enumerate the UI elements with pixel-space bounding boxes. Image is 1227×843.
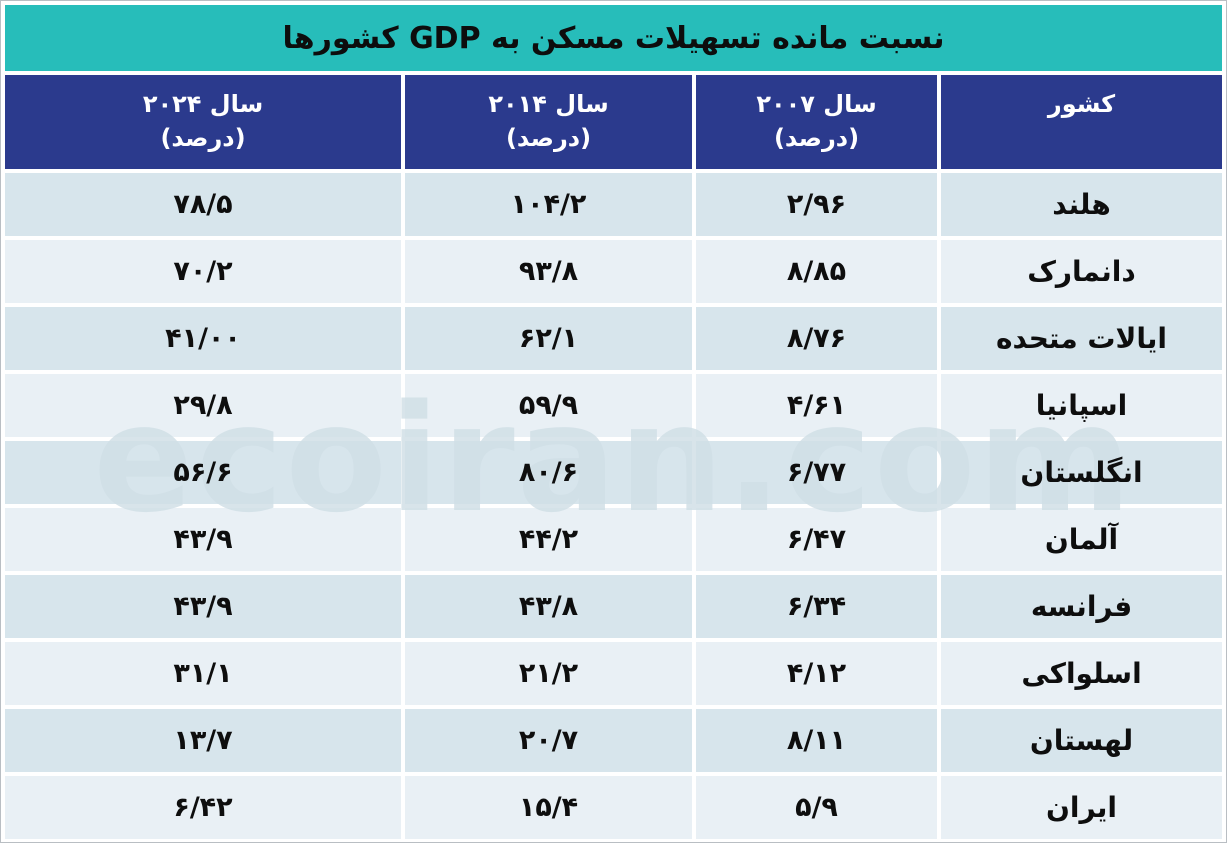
column-header-2007-label: سال ۲۰۰۷ bbox=[756, 90, 877, 118]
value-2014: ۱۵/۴ bbox=[518, 792, 579, 823]
table-cell-2014: ۲۱/۲ bbox=[405, 642, 692, 705]
value-2014: ۴۳/۸ bbox=[518, 591, 579, 622]
value-2024: ۳۱/۱ bbox=[173, 658, 233, 689]
table-cell-2014: ۹۳/۸ bbox=[405, 240, 692, 303]
value-2007: ۴/۶۱ bbox=[786, 390, 847, 421]
value-2014: ۶۲/۱ bbox=[518, 323, 579, 354]
country-name: اسپانیا bbox=[1035, 389, 1128, 422]
table-cell-2007: ۵/۹ bbox=[696, 776, 937, 839]
table-cell-country: انگلستان bbox=[941, 441, 1222, 504]
table-cell-country: اسلواکی bbox=[941, 642, 1222, 705]
value-2014: ۵۹/۹ bbox=[518, 390, 579, 421]
value-2007: ۲/۹۶ bbox=[786, 189, 847, 220]
table-cell-2024: ۴۳/۹ bbox=[5, 508, 401, 571]
value-2014: ۴۴/۲ bbox=[518, 524, 579, 555]
table-cell-2014: ۲۰/۷ bbox=[405, 709, 692, 772]
value-2024: ۲۹/۸ bbox=[173, 390, 233, 421]
table-cell-2024: ۷۰/۲ bbox=[5, 240, 401, 303]
table-cell-country: ایالات متحده bbox=[941, 307, 1222, 370]
table-cell-2024: ۳۱/۱ bbox=[5, 642, 401, 705]
table-cell-2024: ۷۸/۵ bbox=[5, 173, 401, 236]
table-cell-2014: ۴۳/۸ bbox=[405, 575, 692, 638]
table-cell-2024: ۴۱/۰۰ bbox=[5, 307, 401, 370]
column-header-percent-label: (درصد) bbox=[773, 124, 860, 152]
value-2024: ۷۰/۲ bbox=[173, 256, 233, 287]
table-cell-2014: ۸۰/۶ bbox=[405, 441, 692, 504]
table-cell-country: هلند bbox=[941, 173, 1222, 236]
table-cell-country: فرانسه bbox=[941, 575, 1222, 638]
table-cell-2007: ۶/۳۴ bbox=[696, 575, 937, 638]
table-cell-2024: ۴۳/۹ bbox=[5, 575, 401, 638]
country-name: انگلستان bbox=[1020, 456, 1143, 489]
table-cell-2014: ۵۹/۹ bbox=[405, 374, 692, 437]
value-2014: ۹۳/۸ bbox=[518, 256, 579, 287]
table-cell-country: لهستان bbox=[941, 709, 1222, 772]
value-2007: ۸/۷۶ bbox=[786, 323, 847, 354]
table-cell-2007: ۸/۱۱ bbox=[696, 709, 937, 772]
country-name: اسلواکی bbox=[1021, 657, 1142, 690]
table-cell-2007: ۶/۷۷ bbox=[696, 441, 937, 504]
table-cell-country: آلمان bbox=[941, 508, 1222, 571]
country-name: دانمارک bbox=[1027, 255, 1136, 288]
table-cell-2014: ۱۰۴/۲ bbox=[405, 173, 692, 236]
table-cell-2014: ۴۴/۲ bbox=[405, 508, 692, 571]
title-bar: نسبت مانده تسهیلات مسکن به GDP کشورها bbox=[5, 5, 1222, 71]
table-cell-2007: ۸/۷۶ bbox=[696, 307, 937, 370]
value-2014: ۲۱/۲ bbox=[518, 658, 579, 689]
table-cell-country: اسپانیا bbox=[941, 374, 1222, 437]
column-header-2024-label: سال ۲۰۲۴ bbox=[142, 90, 264, 118]
value-2007: ۸/۸۵ bbox=[786, 256, 847, 287]
value-2024: ۶/۴۲ bbox=[173, 792, 233, 823]
country-name: آلمان bbox=[1044, 523, 1119, 556]
value-2024: ۴۱/۰۰ bbox=[165, 323, 241, 354]
table-cell-2007: ۲/۹۶ bbox=[696, 173, 937, 236]
table-cell-2007: ۶/۴۷ bbox=[696, 508, 937, 571]
value-2014: ۲۰/۷ bbox=[518, 725, 579, 756]
value-2014: ۸۰/۶ bbox=[518, 457, 579, 488]
gdp-housing-table: کشور سال ۲۰۰۷ (درصد) سال ۲۰۱۴ (درصد) سال… bbox=[5, 75, 1222, 839]
table-cell-2007: ۴/۶۱ bbox=[696, 374, 937, 437]
value-2024: ۴۳/۹ bbox=[173, 524, 233, 555]
table-cell-country: ایران bbox=[941, 776, 1222, 839]
column-header-2024: سال ۲۰۲۴ (درصد) bbox=[5, 75, 401, 169]
column-header-country: کشور bbox=[941, 75, 1222, 169]
value-2024: ۷۸/۵ bbox=[173, 189, 233, 220]
value-2007: ۶/۴۷ bbox=[786, 524, 847, 555]
column-header-percent-label: (درصد) bbox=[160, 124, 246, 152]
country-name: فرانسه bbox=[1030, 590, 1133, 623]
page-title: نسبت مانده تسهیلات مسکن به GDP کشورها bbox=[282, 20, 945, 56]
table-cell-country: دانمارک bbox=[941, 240, 1222, 303]
column-header-2014: سال ۲۰۱۴ (درصد) bbox=[405, 75, 692, 169]
value-2007: ۴/۱۲ bbox=[786, 658, 847, 689]
table-cell-2024: ۶/۴۲ bbox=[5, 776, 401, 839]
table-cell-2024: ۵۶/۶ bbox=[5, 441, 401, 504]
country-name: هلند bbox=[1052, 188, 1111, 221]
column-header-percent-label: (درصد) bbox=[505, 124, 592, 152]
value-2024: ۱۳/۷ bbox=[173, 725, 233, 756]
value-2007: ۸/۱۱ bbox=[786, 725, 847, 756]
column-header-country-label: کشور bbox=[1047, 90, 1116, 118]
country-name: ایالات متحده bbox=[996, 322, 1168, 355]
value-2007: ۶/۳۴ bbox=[786, 591, 847, 622]
table-cell-2007: ۸/۸۵ bbox=[696, 240, 937, 303]
value-2024: ۵۶/۶ bbox=[173, 457, 233, 488]
value-2024: ۴۳/۹ bbox=[173, 591, 233, 622]
country-name: لهستان bbox=[1029, 724, 1134, 757]
country-name: ایران bbox=[1045, 791, 1118, 824]
table-cell-2014: ۱۵/۴ bbox=[405, 776, 692, 839]
value-2007: ۵/۹ bbox=[795, 792, 838, 823]
table-cell-2014: ۶۲/۱ bbox=[405, 307, 692, 370]
column-header-2014-label: سال ۲۰۱۴ bbox=[488, 90, 609, 118]
table-cell-2024: ۱۳/۷ bbox=[5, 709, 401, 772]
value-2014: ۱۰۴/۲ bbox=[510, 189, 587, 220]
column-header-2007: سال ۲۰۰۷ (درصد) bbox=[696, 75, 937, 169]
table-cell-2024: ۲۹/۸ bbox=[5, 374, 401, 437]
value-2007: ۶/۷۷ bbox=[786, 457, 847, 488]
table-cell-2007: ۴/۱۲ bbox=[696, 642, 937, 705]
